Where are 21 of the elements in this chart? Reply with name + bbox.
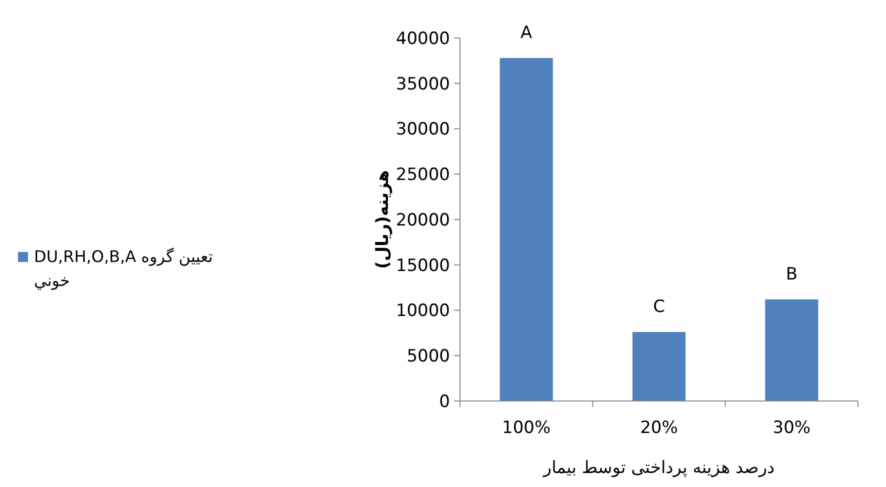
annotation: A: [520, 22, 533, 43]
bar: [632, 332, 686, 401]
x-tick-label: 100%: [502, 418, 551, 438]
y-tick-label: 5000: [406, 346, 450, 367]
x-axis-title: درصد هزینه پرداختی توسط بیمار: [542, 458, 775, 478]
legend-label: تعيين گروه DU,RH,O,B,A خوني: [34, 247, 213, 290]
x-tick-label: 30%: [772, 418, 811, 438]
annotation: B: [786, 264, 798, 284]
y-tick-label: 40000: [396, 28, 450, 49]
y-tick-label: 10000: [396, 301, 450, 322]
y-tick-label: 25000: [396, 165, 450, 186]
bar: [765, 299, 818, 401]
annotation: C: [653, 297, 665, 318]
y-tick-label: 30000: [396, 120, 450, 140]
y-tick-label: 20000: [396, 210, 450, 230]
bar: [500, 58, 553, 401]
x-tick-label: 20%: [640, 418, 678, 438]
y-axis-title: هزینه(ریال): [373, 170, 393, 269]
y-tick-label: 0: [439, 392, 450, 412]
y-tick-label: 15000: [396, 256, 450, 276]
y-tick-label: 35000: [396, 74, 450, 94]
